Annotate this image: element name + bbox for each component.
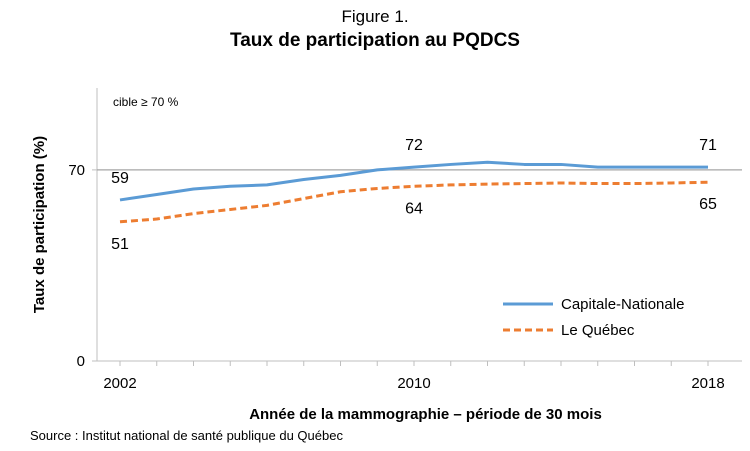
x-axis-title: Année de la mammographie – période de 30…	[249, 406, 602, 423]
data-label: 51	[111, 236, 129, 253]
data-label: 59	[111, 170, 129, 187]
data-label: 72	[405, 137, 423, 154]
data-label: 65	[699, 196, 717, 213]
chart-title: Taux de participation au PQDCS	[230, 30, 520, 51]
data-label: 64	[405, 200, 423, 217]
x-tick-label: 2018	[691, 375, 724, 392]
x-tick-label: 2002	[103, 375, 136, 392]
y-axis-title: Taux de participation (%)	[31, 136, 48, 313]
legend-label: Capitale-Nationale	[561, 296, 684, 313]
legend-label: Le Québec	[561, 322, 635, 339]
target-label: cible ≥ 70 %	[113, 95, 179, 109]
figure-header: Figure 1. Taux de participation au PQDCS	[0, 6, 750, 54]
source-note: Source : Institut national de santé publ…	[30, 428, 343, 443]
figure-label: Figure 1.	[341, 7, 409, 26]
y-tick-label: 70	[68, 162, 85, 179]
data-label: 71	[699, 137, 717, 154]
series-line-capitale-nationale	[119, 160, 708, 202]
y-tick-label: 0	[77, 353, 85, 370]
x-tick-label: 2010	[397, 375, 430, 392]
